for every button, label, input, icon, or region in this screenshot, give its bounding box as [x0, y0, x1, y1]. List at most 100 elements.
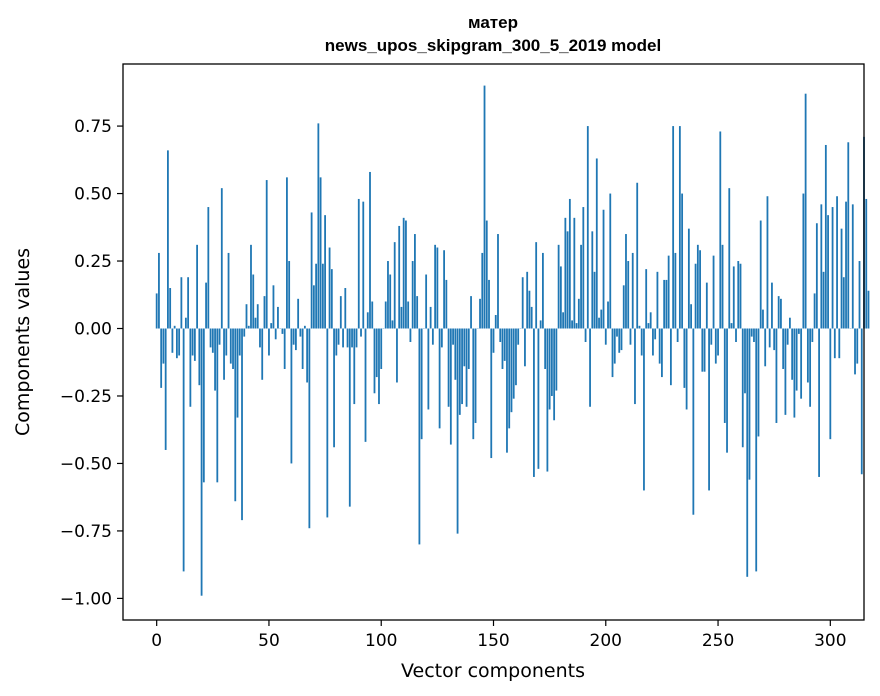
bar	[539, 320, 542, 329]
bar	[241, 328, 243, 521]
bar	[782, 328, 785, 369]
bar	[658, 328, 661, 364]
bar	[643, 328, 645, 491]
bar	[773, 328, 776, 351]
bar	[573, 217, 576, 329]
bar	[286, 177, 288, 329]
bar	[741, 328, 744, 448]
chart-subtitle: news_upos_skipgram_300_5_2019 model	[325, 36, 661, 55]
bar	[818, 328, 820, 477]
x-tick-label: 100	[365, 631, 397, 651]
bar	[200, 328, 203, 596]
bar	[378, 328, 380, 405]
bar	[443, 250, 445, 329]
bar	[521, 277, 524, 329]
bar	[829, 328, 832, 440]
bar	[171, 328, 174, 353]
bar	[865, 198, 868, 329]
bar	[431, 328, 434, 345]
x-tick-label: 50	[258, 631, 280, 651]
bar	[854, 328, 856, 375]
bar	[593, 271, 596, 329]
bar	[775, 328, 778, 423]
bar	[692, 328, 695, 515]
bar	[652, 328, 654, 356]
bar	[414, 234, 416, 329]
bar	[708, 328, 710, 491]
chart-title: матер	[468, 13, 518, 32]
bar	[398, 225, 401, 329]
bar	[326, 328, 329, 518]
bar	[638, 325, 641, 329]
bar	[719, 131, 722, 329]
bar	[609, 193, 612, 329]
y-tick-label: −1.00	[60, 589, 112, 609]
bar	[344, 288, 347, 329]
bar	[836, 196, 838, 329]
bar	[447, 328, 450, 407]
bar	[452, 328, 454, 345]
bar	[858, 261, 861, 329]
bar	[717, 328, 719, 356]
bar	[784, 328, 787, 415]
y-axis-ticks: 0.75 0.50 0.25 0.00 −0.25 −0.50 −0.75 −1.00	[60, 117, 123, 609]
bar	[571, 320, 573, 329]
bar	[856, 328, 859, 364]
bar	[283, 328, 286, 369]
bar	[681, 193, 684, 329]
bar	[216, 328, 219, 483]
bar	[366, 312, 369, 329]
bar	[490, 328, 493, 459]
bar	[618, 328, 621, 353]
bar	[806, 328, 809, 383]
bar	[672, 126, 675, 329]
bar	[705, 282, 708, 329]
bar	[665, 279, 668, 329]
bar	[407, 301, 410, 329]
y-tick-label: −0.75	[60, 522, 112, 542]
bar	[669, 328, 672, 386]
bar	[625, 234, 627, 329]
bar	[319, 177, 322, 329]
bar	[544, 328, 547, 369]
bar	[789, 317, 791, 329]
bar	[160, 328, 163, 388]
bar	[822, 271, 825, 329]
bar	[510, 328, 513, 413]
bar	[461, 328, 463, 405]
bar	[598, 317, 600, 329]
bar	[330, 269, 333, 329]
bar	[458, 328, 461, 415]
bar	[759, 220, 762, 329]
bar	[418, 328, 421, 545]
bar	[189, 328, 192, 407]
bar	[786, 328, 789, 345]
bar	[324, 215, 326, 329]
bar	[604, 328, 607, 345]
bar	[277, 306, 279, 329]
bar	[265, 180, 268, 329]
bar	[663, 279, 666, 329]
bar	[627, 261, 630, 329]
bar	[631, 252, 634, 329]
bar	[562, 312, 565, 329]
bar	[690, 304, 692, 329]
bar	[308, 328, 311, 529]
bar	[256, 304, 259, 329]
bar	[492, 328, 495, 353]
bar	[411, 261, 414, 329]
bar	[515, 328, 517, 386]
bar	[220, 188, 223, 329]
bar	[339, 296, 342, 329]
bar	[274, 328, 277, 340]
bar	[589, 328, 591, 407]
bar	[373, 328, 376, 394]
bar	[804, 93, 807, 329]
bar	[416, 296, 419, 329]
bar	[474, 328, 477, 423]
y-tick-label: 0.00	[74, 320, 112, 340]
bar	[243, 328, 246, 337]
bar	[297, 298, 300, 329]
bar	[292, 328, 295, 345]
